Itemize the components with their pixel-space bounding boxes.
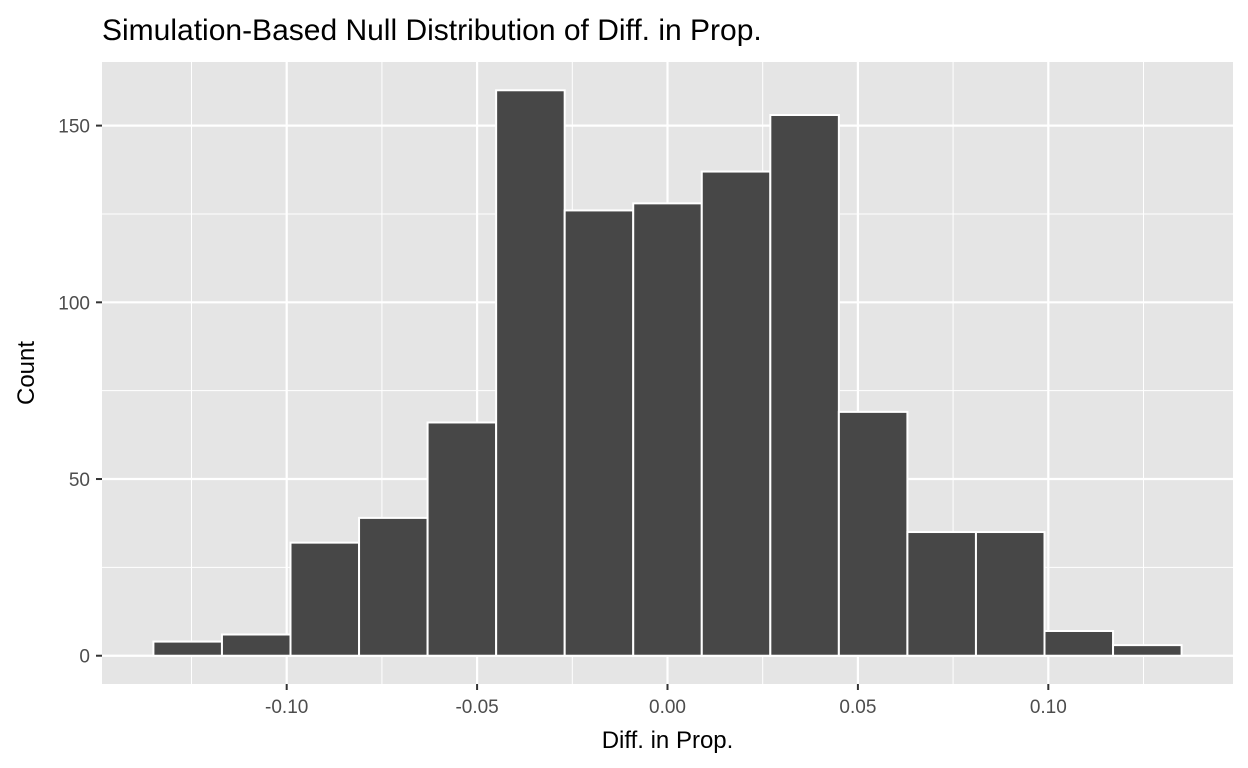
histogram-bar <box>289 541 361 657</box>
x-tick-label: 0.05 <box>839 697 876 718</box>
x-axis: -0.10 -0.05 0.00 0.05 0.10 <box>265 684 1067 718</box>
y-tick-label: 100 <box>58 293 90 314</box>
histogram-bar <box>1112 644 1183 657</box>
histogram-bar <box>769 114 840 657</box>
histogram-bar <box>220 633 292 657</box>
x-axis-title: Diff. in Prop. <box>602 727 734 754</box>
x-tick-label: -0.05 <box>455 697 498 718</box>
y-tick-label: 50 <box>69 470 90 491</box>
histogram-bar <box>974 531 1046 657</box>
histogram-bar <box>700 170 772 657</box>
y-tick-label: 150 <box>58 117 90 138</box>
histogram-bar <box>1043 629 1115 657</box>
histogram-bar <box>632 202 703 657</box>
x-tick-label: 0.10 <box>1030 697 1067 718</box>
histogram-bar <box>152 640 223 657</box>
y-axis: 0 50 100 150 <box>58 117 102 668</box>
histogram-bar <box>837 410 909 657</box>
x-tick-label: 0.00 <box>649 697 686 718</box>
histogram-bars <box>152 89 1183 657</box>
histogram-bar <box>358 516 429 657</box>
y-tick-label: 0 <box>79 647 90 668</box>
histogram-bar <box>563 209 635 657</box>
x-tick-label: -0.10 <box>265 697 308 718</box>
chart-title: Simulation-Based Null Distribution of Di… <box>102 14 762 47</box>
histogram-bar <box>426 421 498 657</box>
histogram-bar <box>495 89 566 657</box>
y-axis-title: Count <box>13 341 40 405</box>
histogram-bar <box>906 531 977 657</box>
